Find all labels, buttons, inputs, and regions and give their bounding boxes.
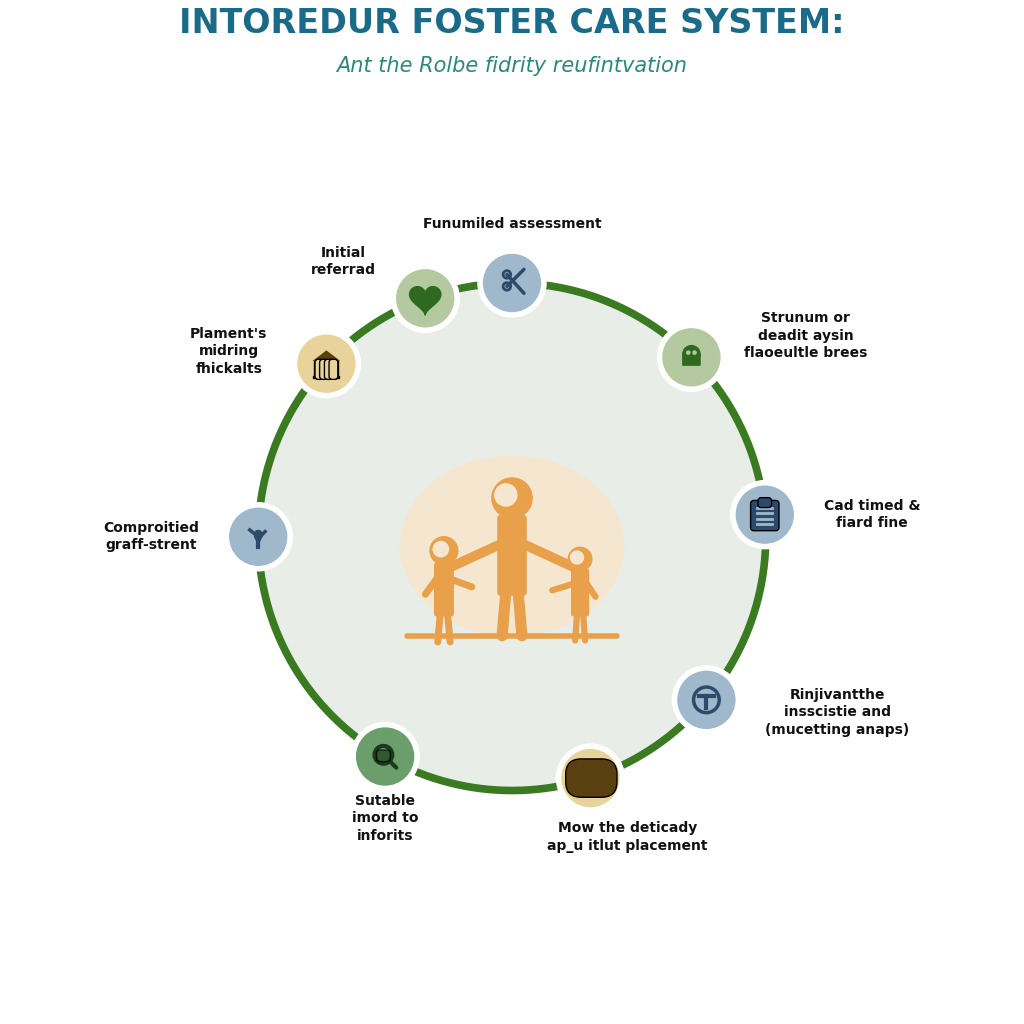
Circle shape (736, 486, 794, 543)
Circle shape (570, 551, 584, 564)
Text: Cad timed &
fiard fine: Cad timed & fiard fine (823, 499, 921, 530)
FancyBboxPatch shape (565, 759, 617, 798)
Text: Mow the deticady
ap_u itlut placement: Mow the deticady ap_u itlut placement (547, 821, 708, 853)
Circle shape (298, 335, 355, 392)
FancyBboxPatch shape (315, 359, 324, 379)
Circle shape (255, 530, 262, 538)
Circle shape (324, 357, 329, 364)
FancyBboxPatch shape (313, 376, 339, 378)
FancyBboxPatch shape (758, 498, 772, 508)
Circle shape (678, 672, 735, 728)
FancyBboxPatch shape (329, 359, 338, 379)
Circle shape (495, 484, 517, 506)
Text: Strunum or
deadit aysin
flaoeultle brees: Strunum or deadit aysin flaoeultle brees (744, 311, 867, 360)
FancyBboxPatch shape (319, 359, 329, 379)
FancyBboxPatch shape (434, 563, 454, 615)
Circle shape (391, 264, 459, 333)
Text: Rinjivantthe
insscistie and
(mucetting anaps): Rinjivantthe insscistie and (mucetting a… (765, 688, 909, 736)
FancyBboxPatch shape (377, 750, 390, 762)
Text: Initial
referrad: Initial referrad (310, 246, 376, 276)
FancyBboxPatch shape (751, 501, 779, 530)
Circle shape (556, 744, 625, 812)
Circle shape (683, 345, 700, 362)
Circle shape (229, 508, 287, 565)
FancyBboxPatch shape (325, 359, 333, 379)
Polygon shape (312, 350, 340, 360)
Text: INTOREDUR FOSTER CARE SYSTEM:: INTOREDUR FOSTER CARE SYSTEM: (179, 6, 845, 40)
Text: Sutable
imord to
inforits: Sutable imord to inforits (352, 794, 419, 843)
Circle shape (731, 480, 799, 549)
Circle shape (478, 249, 546, 317)
Circle shape (351, 723, 419, 791)
FancyBboxPatch shape (683, 354, 700, 366)
Circle shape (258, 283, 766, 791)
Circle shape (568, 547, 592, 570)
Circle shape (433, 542, 449, 557)
Circle shape (673, 666, 740, 734)
Text: Ant the Rolbe fidrity reufintvation: Ant the Rolbe fidrity reufintvation (337, 56, 687, 77)
Circle shape (483, 255, 541, 311)
Ellipse shape (400, 457, 624, 636)
Circle shape (356, 728, 414, 785)
Text: Comproitied
graff-strent: Comproitied graff-strent (103, 521, 200, 552)
Circle shape (657, 324, 725, 391)
Polygon shape (410, 287, 441, 315)
FancyBboxPatch shape (498, 516, 526, 595)
Circle shape (430, 537, 458, 564)
FancyBboxPatch shape (314, 360, 339, 377)
Circle shape (224, 503, 292, 570)
Circle shape (663, 329, 720, 386)
FancyBboxPatch shape (571, 569, 589, 615)
Circle shape (293, 330, 360, 397)
Circle shape (396, 270, 454, 327)
Circle shape (687, 351, 690, 354)
Circle shape (562, 750, 618, 807)
Circle shape (693, 351, 696, 354)
Text: Plament's
midring
fhickalts: Plament's midring fhickalts (190, 327, 267, 376)
Text: Funumiled assessment: Funumiled assessment (423, 217, 601, 231)
Circle shape (492, 478, 532, 518)
